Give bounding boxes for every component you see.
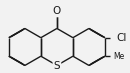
Text: Cl: Cl [116,33,126,43]
Text: Me: Me [113,52,125,61]
Text: O: O [53,6,61,16]
Text: S: S [54,61,60,71]
